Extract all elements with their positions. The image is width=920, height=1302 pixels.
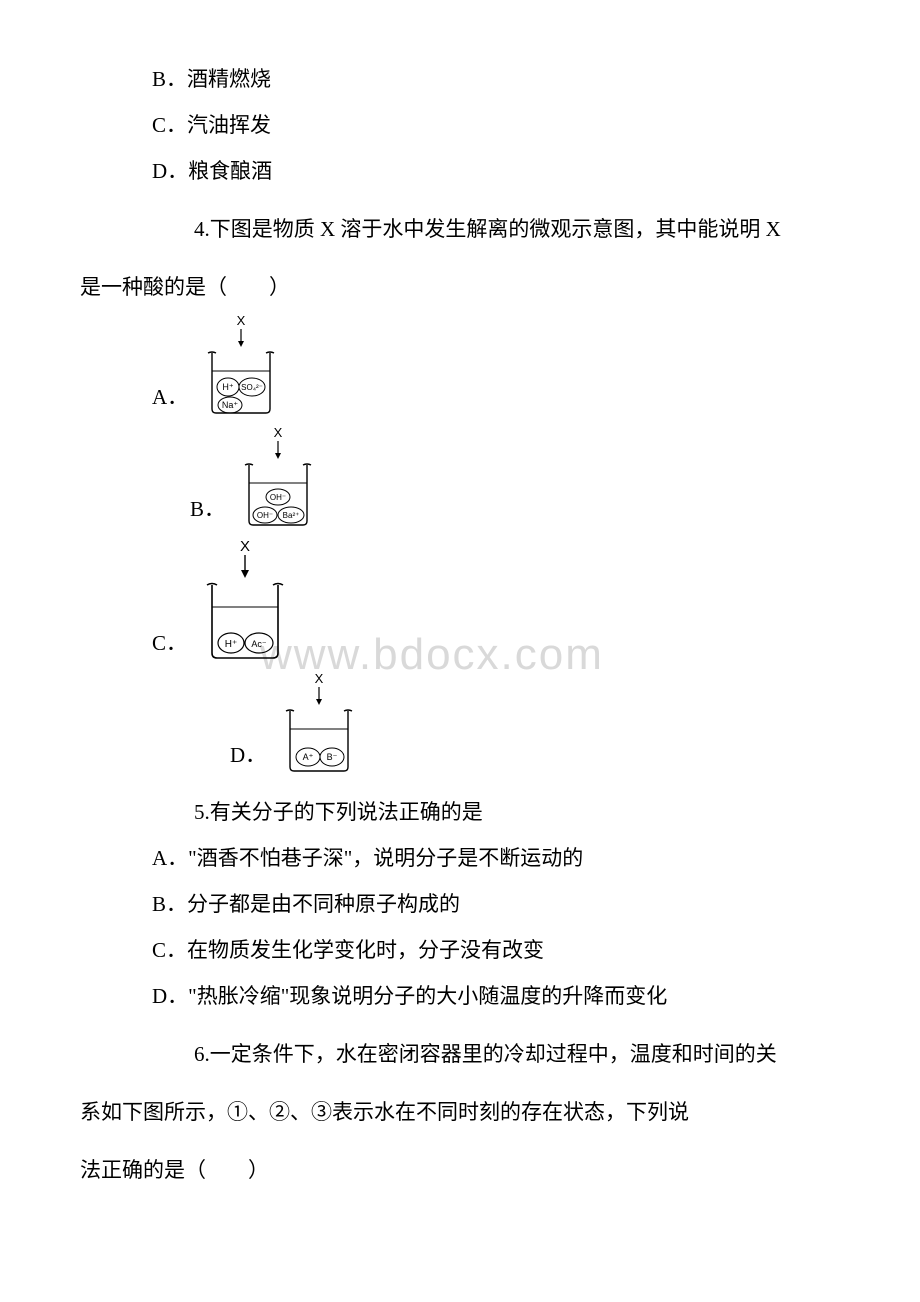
svg-text:X: X <box>315 671 324 686</box>
q5-option-d: D．"热胀冷缩"现象说明分子的大小随温度的升降而变化 <box>152 977 840 1017</box>
svg-text:X: X <box>237 313 246 328</box>
q4-stem-line1: 4.下图是物质 X 溶于水中发生解离的微观示意图，其中能说明 X <box>152 210 840 250</box>
q4-option-b-label: B． <box>190 490 225 530</box>
svg-text:SO₄²⁻: SO₄²⁻ <box>241 383 263 392</box>
q5-option-c: C．在物质发生化学变化时，分子没有改变 <box>152 931 840 971</box>
page-content: B．酒精燃烧 C．汽油挥发 D．粮食酿酒 4.下图是物质 X 溶于水中发生解离的… <box>80 60 840 1191</box>
svg-text:A⁺: A⁺ <box>303 752 314 762</box>
q4-option-a-row: A． X H⁺ SO₄²⁻ Na⁺ <box>152 313 840 417</box>
svg-text:H⁺: H⁺ <box>223 382 234 392</box>
q6-stem-line1: 6.一定条件下，水在密闭容器里的冷却过程中，温度和时间的关 <box>152 1035 840 1075</box>
q6-stem-line2: 系如下图所示，①、②、③表示水在不同时刻的存在状态，下列说 <box>80 1093 840 1133</box>
svg-text:OH⁻: OH⁻ <box>270 493 286 502</box>
q5-stem: 5.有关分子的下列说法正确的是 <box>152 793 840 833</box>
svg-text:Ba²⁺: Ba²⁺ <box>283 511 300 520</box>
q4-option-c-label: C． <box>152 624 187 664</box>
svg-text:H⁺: H⁺ <box>225 639 238 650</box>
q3-option-d: D．粮食酿酒 <box>152 152 840 192</box>
q4-beaker-b-icon: X OH⁻ OH⁻ Ba²⁺ <box>235 425 321 529</box>
q3-option-b: B．酒精燃烧 <box>152 60 840 100</box>
svg-text:OH⁻: OH⁻ <box>257 511 273 520</box>
svg-text:X: X <box>240 538 250 555</box>
q4-option-c-row: C． X H⁺ Ac⁻ <box>152 537 840 663</box>
q5-option-b: B．分子都是由不同种原子构成的 <box>152 885 840 925</box>
q4-beaker-c-icon: X H⁺ Ac⁻ <box>197 537 293 663</box>
q5-option-a: A．"酒香不怕巷子深"，说明分子是不断运动的 <box>152 839 840 879</box>
svg-text:X: X <box>274 425 283 440</box>
q4-option-d-label: D． <box>230 736 266 776</box>
q6-stem-line3: 法正确的是（ ） <box>80 1151 840 1191</box>
svg-text:Na⁺: Na⁺ <box>222 400 239 410</box>
q4-stem-line2: 是一种酸的是（ ） <box>80 268 840 308</box>
q4-beaker-a-icon: X H⁺ SO₄²⁻ Na⁺ <box>198 313 284 417</box>
svg-text:Ac⁻: Ac⁻ <box>251 639 267 649</box>
q3-option-c: C．汽油挥发 <box>152 106 840 146</box>
q4-beaker-d-icon: X A⁺ B⁻ <box>276 671 362 775</box>
svg-text:B⁻: B⁻ <box>327 752 338 762</box>
q4-option-a-label: A． <box>152 378 188 418</box>
q4-option-d-row: D． X A⁺ B⁻ <box>230 671 840 775</box>
q4-option-b-row: B． X OH⁻ OH⁻ Ba²⁺ <box>190 425 840 529</box>
